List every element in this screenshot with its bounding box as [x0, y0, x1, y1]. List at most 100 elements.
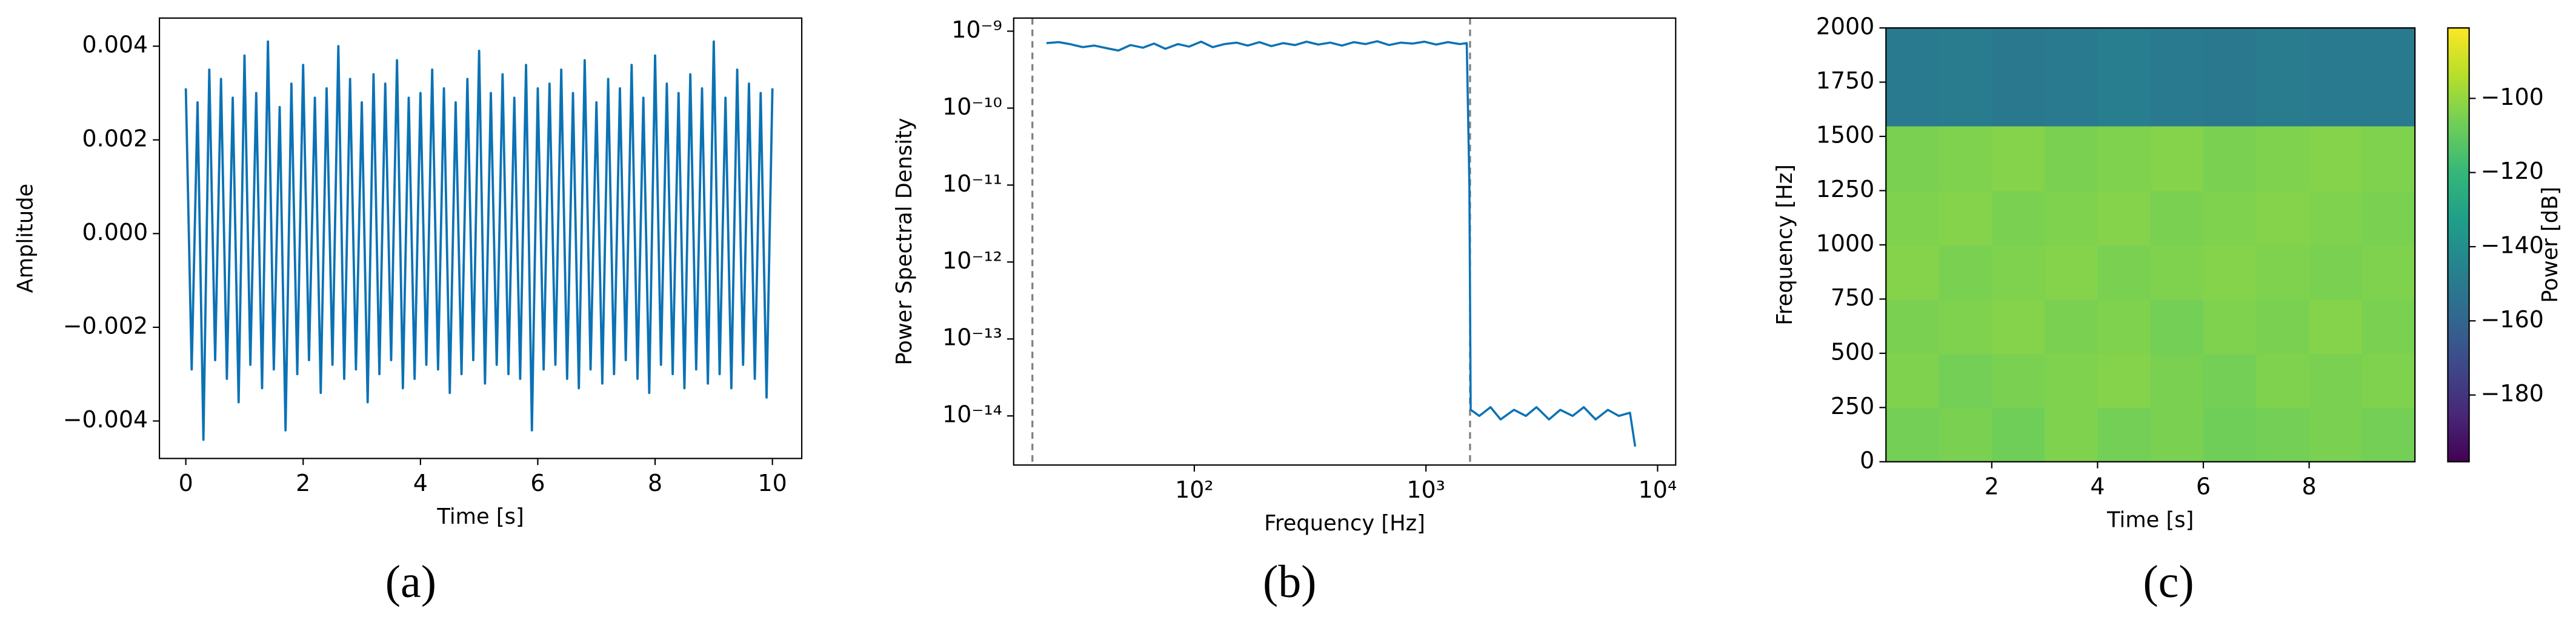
heatmap-cell	[2203, 407, 2257, 462]
heatmap-cell	[2150, 125, 2205, 192]
heatmap-cell	[1939, 125, 1993, 192]
heatmap-cell	[2361, 353, 2415, 409]
heatmap-cell	[2045, 28, 2098, 127]
heatmap-cell	[2203, 28, 2257, 127]
y-axis-label: Power Spectral Density	[892, 118, 917, 365]
heatmap-cell	[2045, 244, 2098, 300]
y-tick-label: 1750	[1816, 67, 1875, 94]
heatmap-cell	[2309, 28, 2363, 127]
plot-area	[1886, 28, 2415, 462]
heatmap-cell	[1939, 244, 1993, 300]
heatmap-cell	[2256, 353, 2310, 409]
heatmap-cell	[1886, 407, 1940, 462]
y-tick-label: 500	[1831, 338, 1874, 365]
y-tick-label: 10⁻¹³	[942, 324, 1002, 351]
y-tick-label: −0.002	[63, 312, 148, 339]
heatmap-cell	[1939, 28, 1993, 127]
colorbar-tick-label: −160	[2481, 306, 2544, 333]
x-tick-label: 2	[296, 470, 310, 496]
heatmap-cell	[2203, 244, 2257, 300]
heatmap-cell	[2361, 190, 2415, 246]
heatmap-cell	[2256, 125, 2310, 192]
heatmap-cell	[2097, 28, 2152, 127]
heatmap-cell	[1991, 28, 2046, 127]
colorbar-tick-label: −120	[2481, 158, 2544, 184]
heatmap-cell	[1886, 299, 1940, 355]
x-tick-label: 2	[1985, 473, 1999, 500]
heatmap-cell	[1886, 125, 1940, 192]
heatmap-cell	[2361, 299, 2415, 355]
heatmap-cell	[2256, 244, 2310, 300]
heatmap-cell	[1991, 407, 2046, 462]
x-tick-label: 10⁴	[1639, 476, 1677, 503]
axes-frame	[1013, 17, 1677, 466]
heatmap-cell	[2045, 190, 2098, 246]
heatmap-cell	[1939, 299, 1993, 355]
heatmap-cell	[2097, 125, 2152, 192]
panel-caption: (a)	[385, 556, 436, 607]
heatmap-cell	[2203, 353, 2257, 409]
heatmap-cell	[2150, 407, 2205, 462]
heatmap-cell	[2361, 28, 2415, 127]
heatmap-cell	[1991, 244, 2046, 300]
heatmap-cell	[2045, 407, 2098, 462]
heatmap-cell	[1991, 353, 2046, 409]
heatmap-cell	[2309, 125, 2363, 192]
x-tick-label: 8	[648, 470, 662, 496]
heatmap-cell	[2256, 190, 2310, 246]
x-tick-label: 10³	[1406, 476, 1445, 503]
x-tick-label: 4	[2090, 473, 2105, 500]
panel-caption: (c)	[2143, 556, 2194, 607]
signal-line	[1046, 40, 1637, 447]
heatmap-cell	[1939, 190, 1993, 246]
heatmap-cell	[2361, 244, 2415, 300]
heatmap-cell	[2309, 244, 2363, 300]
colorbar	[2447, 27, 2470, 462]
heatmap-cell	[2203, 125, 2257, 192]
y-tick-label: 1250	[1816, 176, 1875, 202]
x-axis-label: Time [s]	[2106, 507, 2194, 532]
heatmap-cell	[2097, 244, 2152, 300]
heatmap-cell	[2309, 407, 2363, 462]
heatmap-cell	[1939, 353, 1993, 409]
heatmap-cell	[2256, 407, 2310, 462]
x-tick-label: 0	[179, 470, 193, 496]
x-tick-label: 8	[2302, 473, 2317, 500]
heatmap-cell	[1939, 407, 1993, 462]
heatmap-cell	[2361, 125, 2415, 192]
y-tick-label: 10⁻¹¹	[942, 170, 1002, 197]
y-tick-label: 1000	[1816, 230, 1875, 256]
heatmap-cell	[2203, 299, 2257, 355]
y-tick-label: 0	[1860, 447, 1874, 473]
heatmap-cell	[1991, 190, 2046, 246]
colorbar-tick-label: −180	[2481, 380, 2544, 407]
x-tick-label: 10²	[1175, 476, 1213, 503]
x-tick-label: 6	[2196, 473, 2211, 500]
y-tick-label: −0.004	[63, 406, 148, 433]
signal-line	[184, 40, 774, 441]
heatmap-cell	[2256, 28, 2310, 127]
heatmap-cell	[2097, 407, 2152, 462]
panel-caption: (b)	[1263, 556, 1317, 607]
y-tick-label: 2000	[1816, 13, 1875, 40]
heatmap-cell	[2097, 190, 2152, 246]
axes-frame	[159, 17, 803, 459]
heatmap-cell	[2150, 244, 2205, 300]
heatmap-cell	[2150, 190, 2205, 246]
y-axis-label: Frequency [Hz]	[1772, 164, 1797, 326]
x-tick-label: 10	[758, 470, 787, 496]
heatmap-cell	[1886, 244, 1940, 300]
heatmap-cell	[1886, 28, 1940, 127]
heatmap-cell	[2150, 299, 2205, 355]
heatmap-cell	[2097, 353, 2152, 409]
heatmap-cell	[1886, 353, 1940, 409]
x-tick-label: 6	[530, 470, 545, 496]
heatmap-cell	[2150, 353, 2205, 409]
heatmap-cell	[2256, 299, 2310, 355]
y-tick-label: 1500	[1816, 122, 1875, 149]
y-axis-label: Amplitude	[13, 184, 38, 293]
heatmap-cell	[2097, 299, 2152, 355]
y-tick-label: 0.002	[82, 125, 148, 152]
heatmap-cell	[2309, 299, 2363, 355]
